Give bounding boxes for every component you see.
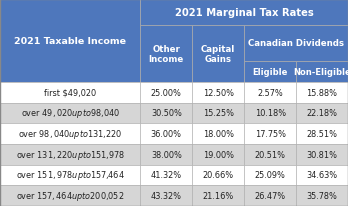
Bar xyxy=(296,82,348,103)
Bar xyxy=(140,124,192,144)
Text: 10.18%: 10.18% xyxy=(255,109,286,118)
Bar xyxy=(192,103,244,124)
Bar xyxy=(244,144,296,165)
Bar xyxy=(140,185,192,206)
Text: over $151,978 up to $157,464: over $151,978 up to $157,464 xyxy=(16,169,125,181)
Bar xyxy=(0,165,140,185)
Text: 30.81%: 30.81% xyxy=(307,150,338,159)
Text: 2.57%: 2.57% xyxy=(257,88,283,97)
Text: Other
Income: Other Income xyxy=(149,44,184,64)
Text: 36.00%: 36.00% xyxy=(151,129,182,138)
Bar xyxy=(296,62,348,82)
Text: 18.00%: 18.00% xyxy=(203,129,234,138)
Bar xyxy=(192,144,244,165)
Bar xyxy=(244,82,296,103)
Text: 28.51%: 28.51% xyxy=(307,129,338,138)
Bar xyxy=(140,26,192,82)
Text: 41.32%: 41.32% xyxy=(151,171,182,180)
Bar xyxy=(296,103,348,124)
Text: over $131,220 up to $151,978: over $131,220 up to $151,978 xyxy=(16,148,125,161)
Bar xyxy=(192,165,244,185)
Text: 30.50%: 30.50% xyxy=(151,109,182,118)
Text: Capital
Gains: Capital Gains xyxy=(201,44,235,64)
Text: 34.63%: 34.63% xyxy=(307,171,338,180)
Bar xyxy=(244,103,296,124)
Text: over $157,464 up to $200,052: over $157,464 up to $200,052 xyxy=(16,189,124,202)
Text: Non-Eligible: Non-Eligible xyxy=(293,68,348,77)
Text: 15.88%: 15.88% xyxy=(307,88,338,97)
Text: 2021 Taxable Income: 2021 Taxable Income xyxy=(14,37,126,46)
Bar xyxy=(140,144,192,165)
Text: over $49,020 up to $98,040: over $49,020 up to $98,040 xyxy=(21,107,120,120)
Text: 12.50%: 12.50% xyxy=(203,88,234,97)
Text: 35.78%: 35.78% xyxy=(307,191,338,200)
Bar xyxy=(0,0,140,82)
Text: 43.32%: 43.32% xyxy=(151,191,182,200)
Bar xyxy=(296,124,348,144)
Text: Canadian Dividends: Canadian Dividends xyxy=(248,39,344,48)
Bar xyxy=(0,185,140,206)
Bar xyxy=(296,165,348,185)
Text: 26.47%: 26.47% xyxy=(255,191,286,200)
Text: 20.66%: 20.66% xyxy=(203,171,234,180)
Text: 19.00%: 19.00% xyxy=(203,150,234,159)
Bar xyxy=(140,0,348,26)
Text: 25.00%: 25.00% xyxy=(151,88,182,97)
Text: 20.51%: 20.51% xyxy=(255,150,286,159)
Bar xyxy=(296,185,348,206)
Bar xyxy=(244,165,296,185)
Text: 21.16%: 21.16% xyxy=(203,191,234,200)
Text: 38.00%: 38.00% xyxy=(151,150,182,159)
Bar xyxy=(192,124,244,144)
Bar xyxy=(192,26,244,82)
Bar xyxy=(140,82,192,103)
Text: 25.09%: 25.09% xyxy=(255,171,286,180)
Text: 15.25%: 15.25% xyxy=(203,109,234,118)
Bar xyxy=(296,144,348,165)
Bar xyxy=(0,124,140,144)
Bar xyxy=(244,124,296,144)
Text: first $49,020: first $49,020 xyxy=(44,88,96,97)
Bar xyxy=(0,144,140,165)
Text: 2021 Marginal Tax Rates: 2021 Marginal Tax Rates xyxy=(175,8,314,18)
Text: 22.18%: 22.18% xyxy=(307,109,338,118)
Bar xyxy=(140,103,192,124)
Bar xyxy=(0,103,140,124)
Bar xyxy=(0,82,140,103)
Bar xyxy=(140,165,192,185)
Text: Eligible: Eligible xyxy=(252,68,288,77)
Text: over $98,040 up to $131,220: over $98,040 up to $131,220 xyxy=(18,128,122,140)
Text: 17.75%: 17.75% xyxy=(255,129,286,138)
Bar xyxy=(244,26,348,62)
Bar xyxy=(244,62,296,82)
Bar xyxy=(192,185,244,206)
Bar xyxy=(192,82,244,103)
Bar xyxy=(244,185,296,206)
